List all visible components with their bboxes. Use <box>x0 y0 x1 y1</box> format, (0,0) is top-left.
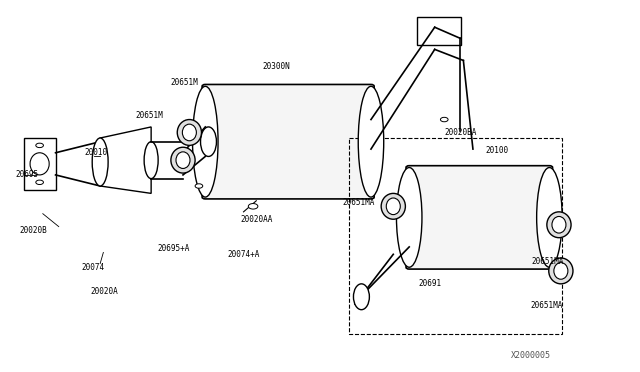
Ellipse shape <box>30 153 49 175</box>
Ellipse shape <box>548 258 573 284</box>
Ellipse shape <box>200 127 216 157</box>
Polygon shape <box>100 127 151 193</box>
Text: 20074: 20074 <box>81 263 104 272</box>
Text: 20651MA: 20651MA <box>531 301 563 311</box>
Text: 20651M: 20651M <box>135 111 163 121</box>
Ellipse shape <box>195 184 203 188</box>
Ellipse shape <box>248 203 258 209</box>
Ellipse shape <box>176 152 190 169</box>
FancyBboxPatch shape <box>406 166 552 269</box>
Ellipse shape <box>36 143 44 148</box>
Text: 20651M: 20651M <box>170 78 198 87</box>
Ellipse shape <box>358 86 384 197</box>
Text: 20020B: 20020B <box>19 226 47 235</box>
FancyBboxPatch shape <box>417 17 461 45</box>
Text: X2000005: X2000005 <box>511 351 551 360</box>
Text: 20695+A: 20695+A <box>157 244 190 253</box>
Text: 20100: 20100 <box>486 147 509 155</box>
Text: 20691: 20691 <box>419 279 442 288</box>
Ellipse shape <box>537 167 562 267</box>
Text: 20651MA: 20651MA <box>532 257 564 266</box>
Text: 20010: 20010 <box>84 148 108 157</box>
FancyBboxPatch shape <box>24 138 56 190</box>
Text: 20020A: 20020A <box>91 287 118 296</box>
Ellipse shape <box>554 263 568 279</box>
Ellipse shape <box>552 217 566 233</box>
Text: 20020BA: 20020BA <box>444 128 477 137</box>
Ellipse shape <box>353 284 369 310</box>
Text: 20074+A: 20074+A <box>228 250 260 259</box>
Ellipse shape <box>144 142 158 179</box>
Text: 20695: 20695 <box>15 170 38 179</box>
Text: 20020AA: 20020AA <box>241 215 273 224</box>
Ellipse shape <box>547 212 571 238</box>
Ellipse shape <box>36 180 44 185</box>
Ellipse shape <box>387 198 400 215</box>
Ellipse shape <box>440 117 448 122</box>
Text: 20651MA: 20651MA <box>342 198 374 207</box>
Ellipse shape <box>171 147 195 173</box>
Ellipse shape <box>182 124 196 141</box>
Text: 20300N: 20300N <box>262 61 291 71</box>
Ellipse shape <box>193 86 218 197</box>
Ellipse shape <box>396 167 422 267</box>
Ellipse shape <box>381 193 405 219</box>
FancyBboxPatch shape <box>202 84 374 199</box>
Ellipse shape <box>177 119 202 145</box>
Ellipse shape <box>92 138 108 186</box>
